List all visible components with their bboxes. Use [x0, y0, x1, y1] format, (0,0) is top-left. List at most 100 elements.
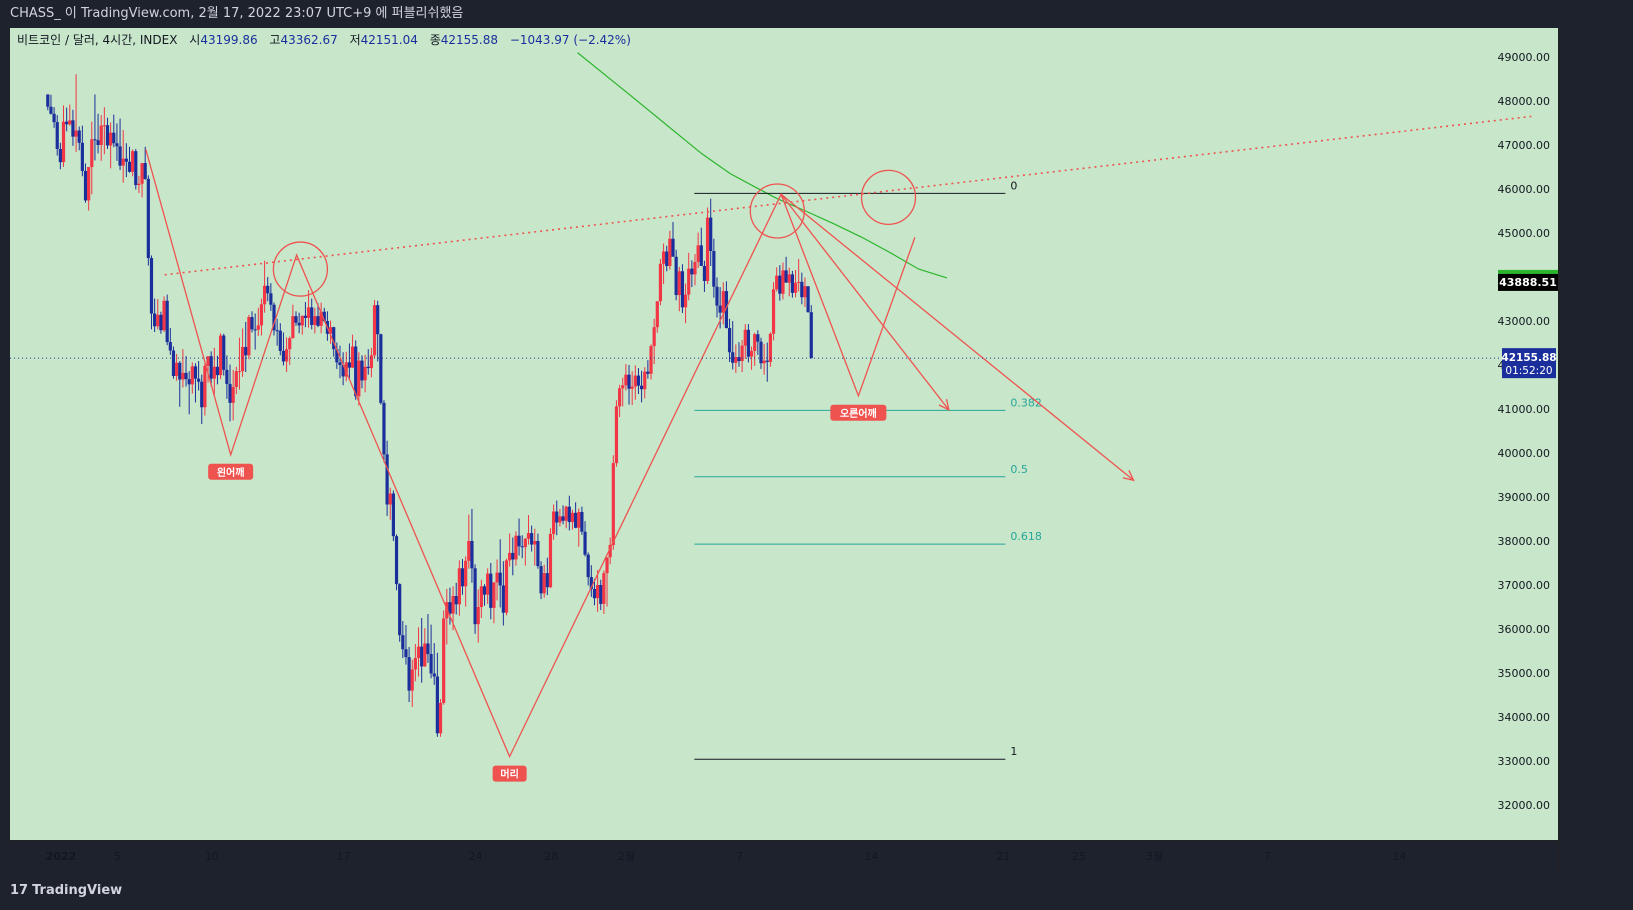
candle-body — [115, 143, 119, 147]
candle-body — [583, 531, 587, 555]
tradingview-logo-icon: 17 — [10, 883, 29, 898]
candle-body — [332, 327, 336, 350]
candle-body — [473, 568, 477, 625]
candle-body — [102, 125, 106, 127]
plot-background[interactable] — [10, 28, 1558, 840]
candle-body — [228, 383, 232, 403]
candle-body — [391, 493, 395, 537]
candle-body — [570, 512, 575, 523]
candle-body — [511, 552, 515, 560]
tradingview-logo[interactable]: 17 TradingView — [10, 883, 122, 898]
candle-body — [212, 366, 216, 379]
projection-arrow-long[interactable] — [780, 193, 1134, 481]
pattern-label-badge[interactable] — [830, 404, 887, 421]
x-axis-tick-label: 14 — [1392, 850, 1406, 863]
candle-body — [526, 533, 531, 539]
candle-body — [617, 388, 622, 407]
candle-body — [316, 316, 320, 326]
candle-body — [737, 357, 741, 362]
pattern-zigzag-line[interactable] — [145, 149, 916, 759]
candle-body — [410, 669, 414, 691]
pattern-label-badge[interactable] — [492, 765, 527, 782]
highlight-circle[interactable] — [749, 183, 805, 239]
candle-body — [699, 245, 703, 266]
candle-body — [674, 256, 678, 296]
svg-text:비트코인 / 달러, 4시간, INDEX 시4: 비트코인 / 달러, 4시간, INDEX 시43199.86 고43362.6… — [17, 33, 631, 47]
highlight-circle[interactable] — [272, 241, 329, 297]
candle-body — [253, 329, 257, 331]
candle-body — [281, 350, 286, 362]
candle-body — [599, 585, 603, 604]
fib-level-label: 0 — [1010, 179, 1017, 192]
candle-body — [467, 541, 471, 561]
candle-body — [77, 130, 81, 143]
pattern-label-badge[interactable] — [208, 463, 254, 480]
candle-body — [206, 356, 210, 366]
candle-body — [187, 379, 191, 385]
projection-arrow-long-head — [1122, 470, 1135, 482]
candle-body — [319, 311, 323, 326]
candle-body — [743, 329, 747, 346]
candle-body — [376, 305, 380, 335]
candle-body — [633, 375, 637, 387]
candle-body — [731, 352, 735, 363]
dotted-trend-line[interactable] — [164, 115, 1532, 276]
projection-arrow-short[interactable] — [780, 193, 950, 411]
candle-body — [542, 573, 546, 594]
x-axis[interactable]: 2022 5 10 17 24 28 2월 7 14 21 25 3월 7 14 — [46, 850, 1407, 863]
candle-body — [800, 281, 804, 298]
candle-body — [127, 161, 132, 172]
candle-body — [555, 511, 559, 523]
candle-body — [200, 381, 204, 408]
candle-body — [272, 304, 276, 331]
x-axis-tick-label: 25 — [1072, 850, 1086, 863]
candle-body — [385, 454, 389, 505]
candle-body — [366, 366, 370, 369]
candle-body — [162, 300, 166, 331]
legend-low-label: 저 — [350, 33, 361, 47]
candle-body — [803, 286, 807, 298]
candle-body — [545, 573, 549, 588]
candle-body — [489, 573, 493, 608]
close-price-value: 43888.51 — [1499, 276, 1557, 289]
candle-body — [360, 360, 364, 381]
candle-body — [80, 142, 84, 171]
candle-body — [501, 585, 505, 613]
candle-body — [68, 120, 72, 125]
candle-body — [639, 385, 644, 390]
candle-body — [514, 535, 518, 560]
publish-title: CHASS_ 이 TradingView.com, 2월 17, 2022 23… — [10, 6, 464, 21]
candle-body — [149, 258, 154, 314]
candle-body — [442, 618, 446, 703]
legend-open-value: 43199.86 — [200, 33, 257, 47]
candle-body — [668, 238, 672, 266]
candle-body — [677, 271, 681, 296]
moving-average-layer — [577, 52, 948, 279]
candle-body — [504, 560, 509, 613]
candle-body — [379, 334, 383, 403]
candle-body — [765, 360, 769, 362]
candle-body — [237, 371, 242, 373]
candle-body — [759, 341, 763, 364]
candle-body — [401, 635, 405, 650]
candle-body — [753, 334, 757, 351]
candle-body — [508, 552, 512, 561]
fib-level-label: 0.5 — [1010, 463, 1028, 476]
candle-body — [90, 139, 94, 167]
legend-change: −1043.97 (−2.42%) — [510, 33, 631, 47]
pattern-label-text: 왼어깨 — [217, 466, 245, 479]
candle-body — [178, 362, 182, 380]
candle-body — [341, 365, 345, 377]
legend: 비트코인 / 달러, 4시간, INDEX 시43199.86 고43362.6… — [17, 33, 631, 47]
candle-body — [350, 346, 355, 368]
highlight-circle[interactable] — [860, 169, 917, 226]
candle-body — [567, 506, 571, 523]
candle-body — [671, 238, 675, 257]
candle-body — [99, 125, 103, 145]
candle-body — [718, 305, 722, 313]
candle-body — [131, 151, 135, 172]
publish-header: CHASS_ 이 TradingView.com, 2월 17, 2022 23… — [0, 0, 1633, 28]
